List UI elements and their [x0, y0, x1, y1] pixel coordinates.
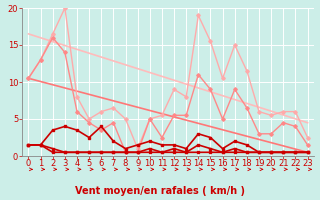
- Text: Vent moyen/en rafales ( km/h ): Vent moyen/en rafales ( km/h ): [75, 186, 245, 196]
